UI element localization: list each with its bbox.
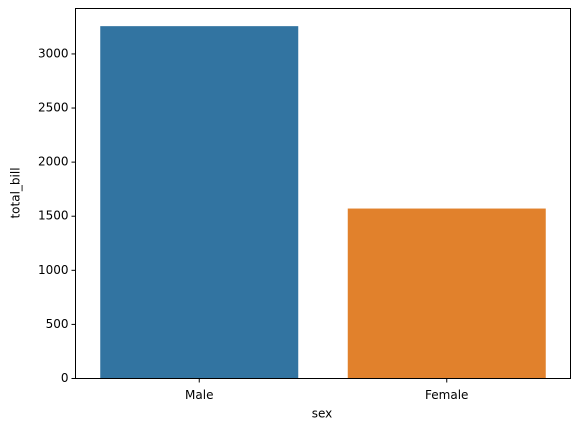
bar — [100, 26, 299, 379]
axes-frame — [75, 8, 571, 379]
bar — [347, 208, 546, 379]
y-tick-label: 2000 — [38, 155, 69, 169]
x-axis-label: sex — [312, 407, 333, 421]
y-tick-label: 0 — [61, 371, 69, 385]
y-tick-label: 3000 — [38, 46, 69, 60]
y-tick-label: 1500 — [38, 209, 69, 223]
x-tick-label: Male — [185, 388, 213, 402]
y-tick-label: 500 — [46, 317, 69, 331]
y-axis-label: total_bill — [9, 167, 23, 218]
y-tick-label: 1000 — [38, 263, 69, 277]
y-tick-label: 2500 — [38, 101, 69, 115]
x-tick-label: Female — [425, 388, 468, 402]
